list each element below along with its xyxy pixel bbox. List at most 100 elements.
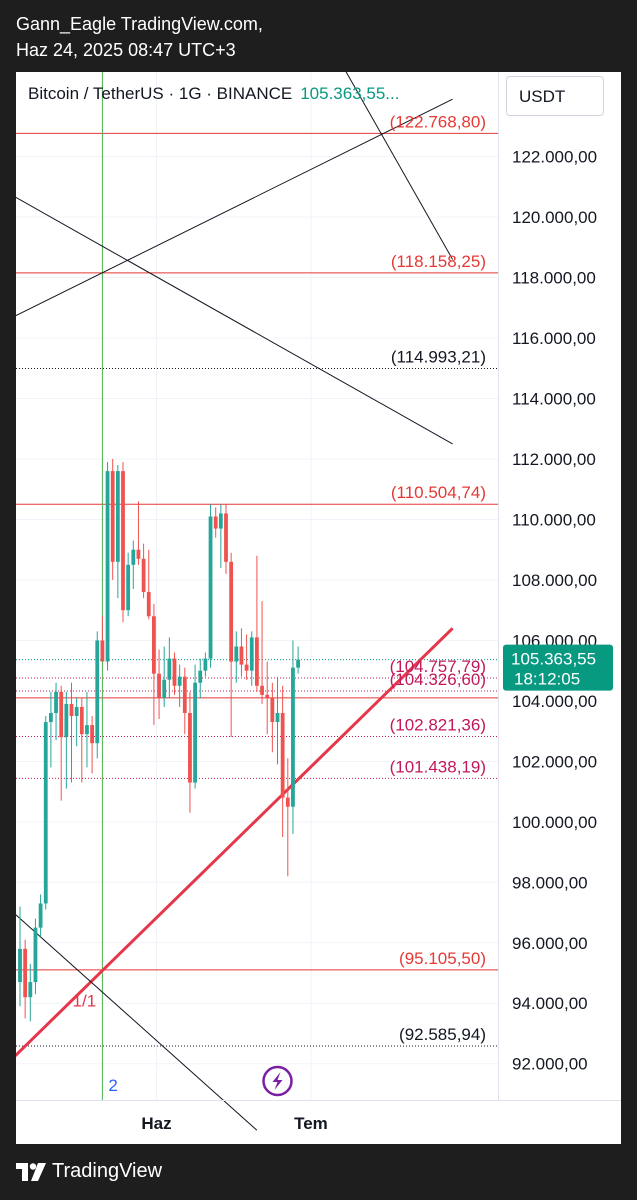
candle-body (213, 516, 218, 529)
level-label: (95.105,50) (399, 949, 486, 968)
symbol-name: Bitcoin / TetherUS · 1G · BINANCE (28, 84, 293, 103)
candle-body (260, 685, 264, 695)
candle-body (110, 471, 115, 562)
candle-body (126, 564, 131, 611)
candle-body (218, 513, 223, 529)
symbol-legend[interactable]: Bitcoin / TetherUS · 1G · BINANCE 105.363… (28, 84, 399, 104)
currency-selector[interactable]: USDT (506, 76, 604, 116)
vertical-marker-label: 2 (108, 1076, 117, 1095)
price-axis-label: 110.000,00 (512, 510, 596, 529)
candle-body (131, 549, 136, 565)
candle-body (188, 712, 192, 783)
trendline (16, 196, 453, 445)
candle-body (85, 725, 89, 735)
candle-body (270, 697, 275, 723)
chart-panel[interactable]: (122.768,80) (118.158,25) (114.993,21) (110… (16, 72, 621, 1144)
trendline (16, 627, 454, 1058)
level-label: (104.326,60) (390, 670, 486, 689)
candle-body (152, 616, 156, 674)
price-axis-label: 96.000,00 (512, 934, 588, 953)
level-label: (92.585,94) (399, 1025, 486, 1044)
price-axis-label: 100.000,00 (512, 813, 597, 832)
candle-body (28, 982, 33, 998)
candle-body (136, 549, 141, 559)
footer-brand: TradingView (52, 1160, 163, 1182)
candle-body (100, 640, 105, 662)
level-label: (122.768,80) (390, 112, 486, 131)
price-axis-label: 114.000,00 (512, 390, 596, 409)
candle-body (275, 712, 280, 723)
candle-body (234, 646, 239, 662)
candle-body (105, 471, 110, 662)
price-axis-label: 118.000,00 (512, 269, 596, 288)
price-axis-label: 92.000,00 (512, 1055, 588, 1074)
candle-body (249, 637, 254, 671)
price-axis-label: 104.000,00 (512, 692, 597, 711)
candle-body (90, 725, 94, 744)
candle-body (146, 592, 151, 617)
candle-body (229, 561, 234, 662)
price-axis-label: 102.000,00 (512, 752, 597, 771)
time-axis-label: Tem (294, 1114, 328, 1133)
candle-body (224, 513, 228, 562)
lightning-bolt-icon (272, 1072, 283, 1090)
candle-body (182, 676, 187, 713)
candle-body (239, 646, 244, 665)
candle-body (69, 703, 74, 717)
candle-body (64, 703, 69, 738)
watermark-date: Haz 24, 2025 08:47 UTC+3 (16, 40, 236, 60)
candle-body (79, 706, 84, 735)
trendline (345, 72, 454, 260)
candle-body (296, 659, 300, 668)
current-price-label: 105.363,55 (511, 650, 596, 669)
price-axis-label: 120.000,00 (512, 208, 597, 227)
current-price-tag (503, 644, 613, 691)
price-axis-label: 108.000,00 (512, 571, 597, 590)
candle-body (74, 706, 79, 717)
price-axis-label: 116.000,00 (512, 329, 596, 348)
price-axis-label: 98.000,00 (512, 873, 588, 892)
candle-body (265, 694, 270, 698)
candle-body (203, 658, 208, 671)
candle-body (177, 676, 182, 686)
watermark-author: Gann_Eagle TradingView.com, (16, 14, 263, 34)
candle-body (167, 658, 172, 680)
level-label: (102.821,36) (390, 716, 486, 735)
candle-body (193, 682, 197, 783)
candle-body (208, 516, 213, 659)
candle-body (198, 670, 203, 683)
candle-body (115, 471, 120, 562)
candle-body (157, 673, 161, 698)
tradingview-logo-icon (16, 1162, 46, 1181)
candle-body (280, 712, 285, 798)
level-label: (118.158,25) (391, 252, 486, 271)
candle-body (244, 664, 249, 671)
candle-body (38, 903, 43, 928)
level-label: (101.438,19) (390, 757, 486, 776)
trendline (16, 914, 258, 1131)
level-label: (104.757,79) (390, 657, 486, 676)
symbol-last-price: 105.363,55... (300, 84, 400, 103)
candle-body (59, 691, 64, 738)
footer-branding: TradingView (16, 1160, 162, 1183)
price-axis-label: 94.000,00 (512, 994, 588, 1013)
candle-body (172, 658, 177, 686)
annotation-label: 1/1 (73, 991, 97, 1010)
level-label: (114.993,21) (391, 348, 486, 367)
price-axis-label: 122.000,00 (512, 148, 597, 167)
candle-body (33, 927, 38, 983)
candle-body (49, 712, 53, 723)
candle-body (43, 722, 48, 904)
trendline (16, 98, 453, 317)
level-label: (110.504,74) (391, 483, 486, 502)
candle-body (95, 640, 100, 744)
candle-body (54, 691, 58, 713)
candle-countdown-label: 18:12:05 (514, 670, 580, 689)
price-chart[interactable]: (122.768,80) (118.158,25) (114.993,21) (110… (16, 72, 621, 1144)
candle-body (121, 471, 125, 611)
candle-body (162, 679, 167, 698)
candle-body (291, 667, 295, 807)
candle-body (18, 948, 22, 983)
candle-body (141, 558, 146, 593)
candle-body (255, 637, 259, 686)
